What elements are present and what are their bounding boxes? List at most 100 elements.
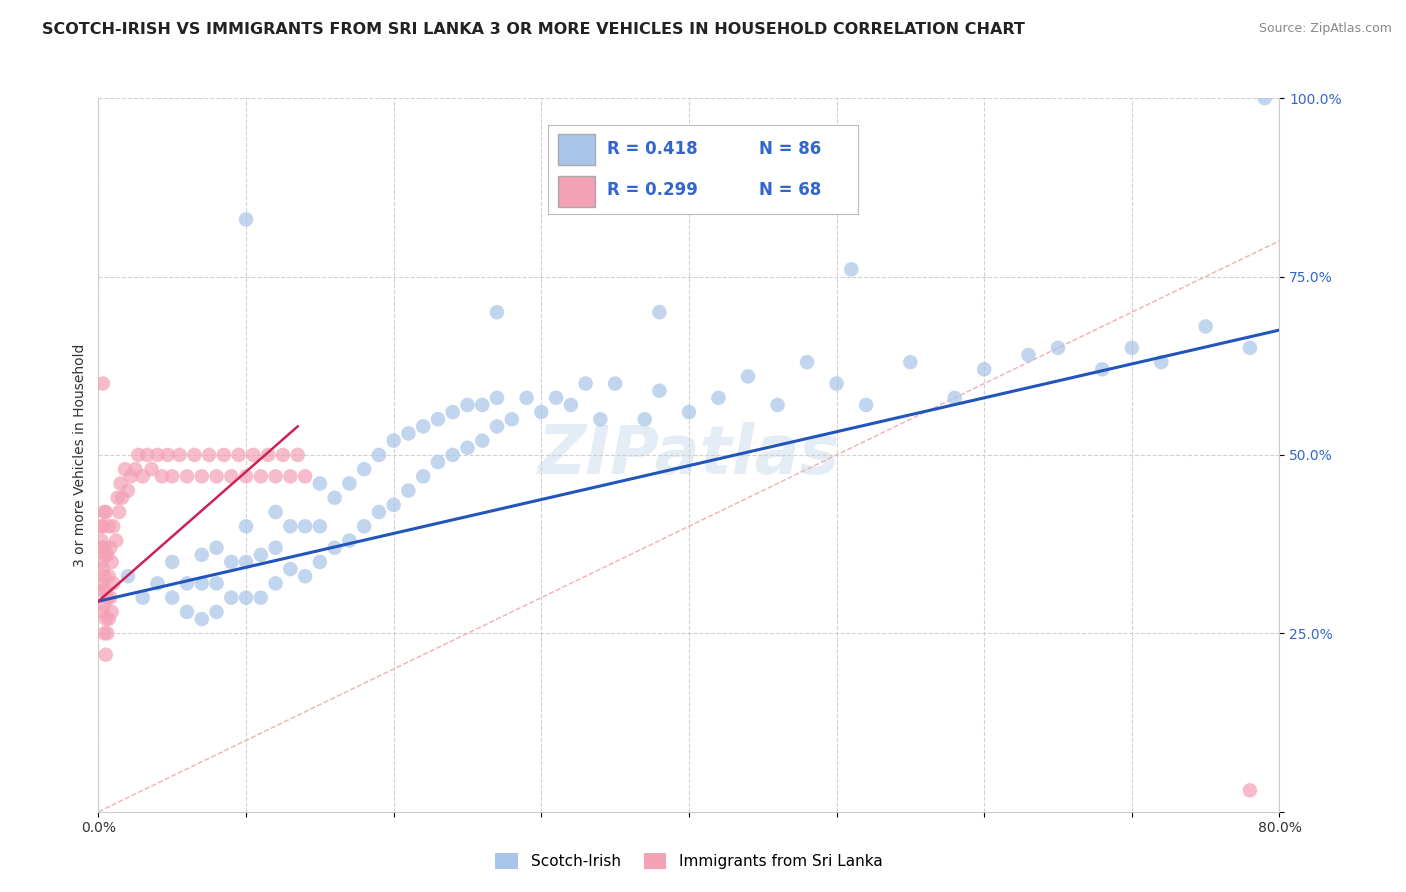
Text: R = 0.418: R = 0.418 <box>607 140 697 159</box>
Point <box>1017 348 1039 362</box>
Y-axis label: 3 or more Vehicles in Household: 3 or more Vehicles in Household <box>73 343 87 566</box>
Point <box>162 591 183 605</box>
Point <box>544 391 567 405</box>
Point <box>191 548 214 562</box>
Point <box>228 448 250 462</box>
Point <box>191 576 214 591</box>
Point <box>309 519 332 533</box>
Point <box>560 398 582 412</box>
Point <box>93 626 115 640</box>
Point <box>382 498 405 512</box>
Point <box>294 469 316 483</box>
Point <box>124 462 146 476</box>
Point <box>110 476 132 491</box>
Point <box>486 305 509 319</box>
Point <box>117 569 139 583</box>
Point <box>1150 355 1173 369</box>
Point <box>146 448 169 462</box>
Point <box>198 448 221 462</box>
Point <box>146 576 169 591</box>
Point <box>93 505 115 519</box>
FancyBboxPatch shape <box>558 176 595 207</box>
Point <box>97 569 120 583</box>
Point <box>117 483 139 498</box>
Point <box>855 398 877 412</box>
Point <box>382 434 405 448</box>
Point <box>235 591 257 605</box>
Point <box>486 419 509 434</box>
Point <box>486 391 509 405</box>
Point <box>107 491 129 505</box>
Point <box>205 541 228 555</box>
Point <box>1121 341 1143 355</box>
Point <box>605 376 627 391</box>
Point <box>1254 91 1277 105</box>
Point <box>737 369 759 384</box>
Point <box>90 533 112 548</box>
Point <box>309 476 332 491</box>
Point <box>132 469 155 483</box>
Point <box>574 376 596 391</box>
Point <box>176 605 198 619</box>
Point <box>98 541 121 555</box>
Text: Source: ZipAtlas.com: Source: ZipAtlas.com <box>1258 22 1392 36</box>
Point <box>91 583 114 598</box>
Point <box>183 448 205 462</box>
Point <box>648 384 671 398</box>
Point <box>1091 362 1114 376</box>
Point <box>839 262 862 277</box>
Point <box>264 505 287 519</box>
Point <box>278 562 302 576</box>
Point <box>323 541 346 555</box>
Point <box>294 519 316 533</box>
Point <box>96 548 118 562</box>
Point <box>250 591 273 605</box>
Point <box>100 605 122 619</box>
Point <box>176 469 198 483</box>
Point <box>97 612 120 626</box>
Point <box>219 591 242 605</box>
Point <box>242 448 264 462</box>
Point <box>156 448 179 462</box>
Point <box>100 555 122 569</box>
Point <box>141 462 163 476</box>
Text: R = 0.299: R = 0.299 <box>607 181 697 200</box>
Point <box>353 519 375 533</box>
Point <box>96 626 118 640</box>
Point <box>271 448 294 462</box>
Point <box>278 469 302 483</box>
Point <box>176 576 198 591</box>
Point <box>441 405 464 419</box>
Point <box>136 448 159 462</box>
Point <box>471 434 494 448</box>
Point <box>353 462 375 476</box>
Point <box>94 648 117 662</box>
Point <box>169 448 191 462</box>
Text: N = 86: N = 86 <box>759 140 821 159</box>
Point <box>589 412 612 426</box>
Point <box>337 476 360 491</box>
Text: ZIPatlas: ZIPatlas <box>538 422 839 488</box>
Point <box>91 541 114 555</box>
Point <box>91 562 114 576</box>
Point <box>114 462 136 476</box>
Point <box>530 405 553 419</box>
Point <box>309 555 332 569</box>
Point <box>91 376 114 391</box>
Point <box>150 469 173 483</box>
Point <box>264 576 287 591</box>
Point <box>427 455 450 469</box>
Point <box>456 441 478 455</box>
Point <box>250 548 273 562</box>
Point <box>1195 319 1218 334</box>
Point <box>191 612 214 626</box>
Point <box>235 469 257 483</box>
Point <box>396 483 419 498</box>
Point <box>678 405 700 419</box>
Point <box>412 419 434 434</box>
Point <box>94 548 117 562</box>
Point <box>707 391 730 405</box>
Point <box>90 519 112 533</box>
Point <box>633 412 655 426</box>
Point <box>796 355 818 369</box>
